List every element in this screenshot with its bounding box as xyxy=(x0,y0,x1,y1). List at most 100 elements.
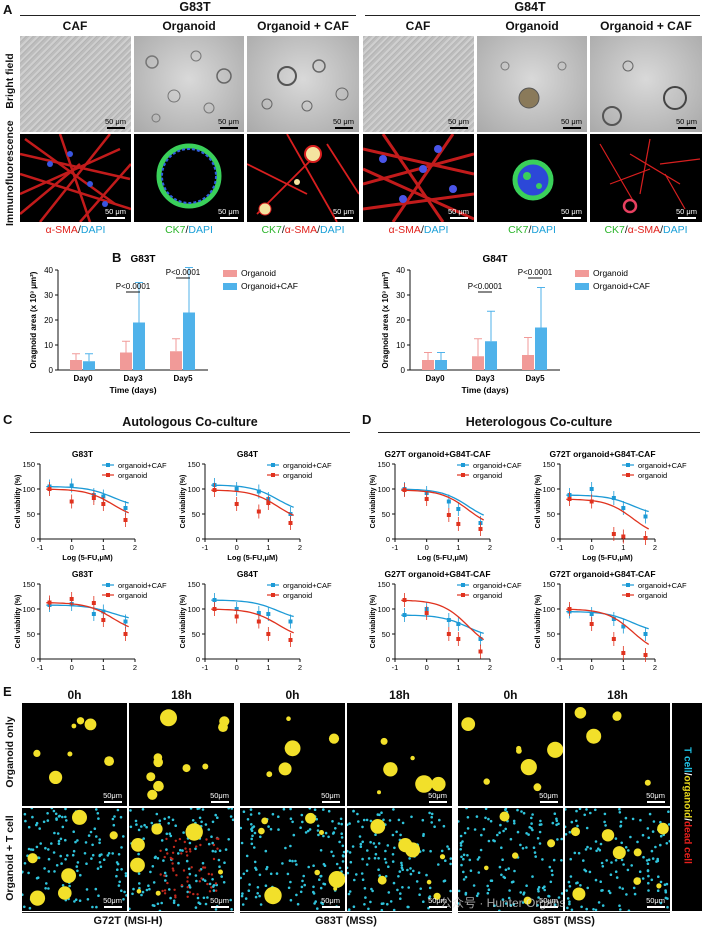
y-tick-label: 0 xyxy=(386,655,390,664)
x-tick-label: -1 xyxy=(392,543,399,552)
dead-cell-dot xyxy=(175,874,178,877)
t-cell-dot xyxy=(418,893,421,896)
y-tick-label: 30 xyxy=(396,291,405,300)
t-cell-dot xyxy=(509,837,513,841)
y-tick-label: 150 xyxy=(22,580,35,589)
t-cell-dot xyxy=(364,896,367,899)
organoid-blob xyxy=(439,854,446,860)
organoid-blob xyxy=(533,783,542,792)
t-cell-dot xyxy=(641,877,645,880)
t-cell-dot xyxy=(212,889,216,892)
p-value-label: P<0.0001 xyxy=(116,282,151,291)
fit-curve-organoid xyxy=(566,608,650,645)
t-cell-dot xyxy=(315,817,318,821)
t-cell-dot xyxy=(201,808,205,811)
t-cell-dot xyxy=(352,809,355,813)
bar-organoid-caf xyxy=(535,327,547,370)
t-cell-dot xyxy=(449,889,452,893)
t-cell-dot xyxy=(465,808,468,810)
x-tick-label: 0 xyxy=(70,663,74,672)
t-cell-dot xyxy=(543,888,546,892)
t-cell-dot xyxy=(410,815,413,819)
organoid-blob xyxy=(383,762,398,777)
t-cell-dot xyxy=(252,825,256,828)
t-cell-dot xyxy=(303,883,306,887)
t-cell-dot xyxy=(599,880,602,883)
t-cell-dot xyxy=(23,812,27,816)
chart-title: G72T organoid+G84T-CAF xyxy=(549,569,655,579)
t-cell-dot xyxy=(513,869,516,873)
t-cell-dot xyxy=(626,868,630,872)
panel-label-b: B xyxy=(112,250,122,265)
x-axis-label: Log (Oxaliplatin,μM) xyxy=(571,673,644,674)
t-cell-dot xyxy=(165,832,169,836)
t-cell-dot xyxy=(501,858,504,861)
scale-bar-label: 50μm xyxy=(646,896,665,905)
y-axis-label: Oragnoid area (x 10³ μm²) xyxy=(381,271,390,368)
legend-label: organoid xyxy=(118,591,147,600)
dead-cell-dot xyxy=(169,856,172,860)
dead-cell-dot xyxy=(203,866,207,869)
t-cell-dot xyxy=(116,808,120,812)
t-cell-dot xyxy=(98,854,101,858)
t-cell-dot xyxy=(158,819,162,822)
t-cell-dot xyxy=(296,902,300,906)
t-cell-dot xyxy=(289,817,293,820)
t-cell-dot xyxy=(565,833,568,836)
t-cell-dot xyxy=(211,878,214,881)
data-point xyxy=(91,496,96,500)
t-cell-dot xyxy=(150,821,154,825)
fit-curve-organoid-caf xyxy=(46,485,129,504)
t-cell-dot xyxy=(477,856,481,859)
t-cell-dot xyxy=(605,859,608,862)
scale-bar: 50μm xyxy=(210,896,229,908)
organoid-blob xyxy=(185,823,203,841)
t-cell-dot xyxy=(392,908,396,911)
t-cell-dot xyxy=(106,854,110,857)
t-cell-dot xyxy=(210,835,213,838)
t-cell-dot xyxy=(292,833,296,837)
t-cell-dot xyxy=(555,817,558,821)
scale-bar: 50 μm xyxy=(676,207,697,219)
t-cell-dot xyxy=(392,808,395,811)
caf-if-image xyxy=(363,134,474,222)
t-cell-dot xyxy=(148,887,151,891)
panel-label-a: A xyxy=(3,2,13,17)
t-cell-dot xyxy=(84,841,88,844)
t-cell-dot xyxy=(316,829,320,832)
t-cell-dot xyxy=(401,821,405,825)
data-point xyxy=(47,487,52,491)
t-cell-dot xyxy=(362,818,366,822)
data-point xyxy=(91,601,96,605)
t-cell-dot xyxy=(120,868,123,871)
data-point xyxy=(123,506,128,510)
t-cell-dot xyxy=(399,833,402,837)
legend-marker xyxy=(106,593,110,597)
t-cell-dot xyxy=(621,887,624,890)
t-cell-dot xyxy=(306,829,310,833)
chart-title: G27T organoid+G84T-CAF xyxy=(384,569,490,579)
dead-cell-dot xyxy=(190,866,193,869)
t-cell-dot xyxy=(95,835,98,838)
t-cell-dot xyxy=(361,840,364,844)
t-cell-dot xyxy=(619,825,622,828)
data-point xyxy=(643,632,648,636)
panel-label-d: D xyxy=(362,412,372,427)
t-cell-dot xyxy=(111,817,115,821)
t-cell-dot xyxy=(214,908,218,911)
data-point xyxy=(478,649,483,654)
legend-marker xyxy=(461,593,465,597)
data-point xyxy=(47,600,52,605)
t-cell-dot xyxy=(23,862,27,865)
legend-label: organoid+CAF xyxy=(118,581,167,590)
t-cell-dot xyxy=(201,861,205,865)
panel-label-e: E xyxy=(3,684,12,699)
t-cell-dot xyxy=(304,831,308,834)
t-cell-dot xyxy=(513,822,516,825)
stain-caption-both-1: CK7/α-SMA/DAPI xyxy=(261,224,345,236)
t-cell-dot xyxy=(186,890,189,894)
t-cell-dot xyxy=(218,865,221,868)
bar-organoid-caf xyxy=(435,360,447,370)
t-cell-dot xyxy=(369,840,372,844)
